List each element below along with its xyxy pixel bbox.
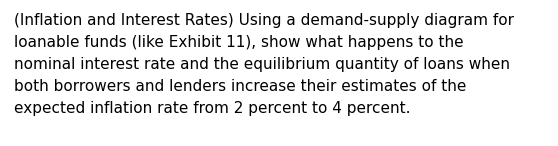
- Text: loanable funds (like Exhibit 11), show what happens to the: loanable funds (like Exhibit 11), show w…: [14, 35, 464, 50]
- Text: nominal interest rate and the equilibrium quantity of loans when: nominal interest rate and the equilibriu…: [14, 57, 510, 72]
- Text: expected inflation rate from 2 percent to 4 percent.: expected inflation rate from 2 percent t…: [14, 101, 411, 116]
- Text: both borrowers and lenders increase their estimates of the: both borrowers and lenders increase thei…: [14, 79, 466, 94]
- Text: (Inflation and Interest Rates) Using a demand-supply diagram for: (Inflation and Interest Rates) Using a d…: [14, 13, 514, 28]
